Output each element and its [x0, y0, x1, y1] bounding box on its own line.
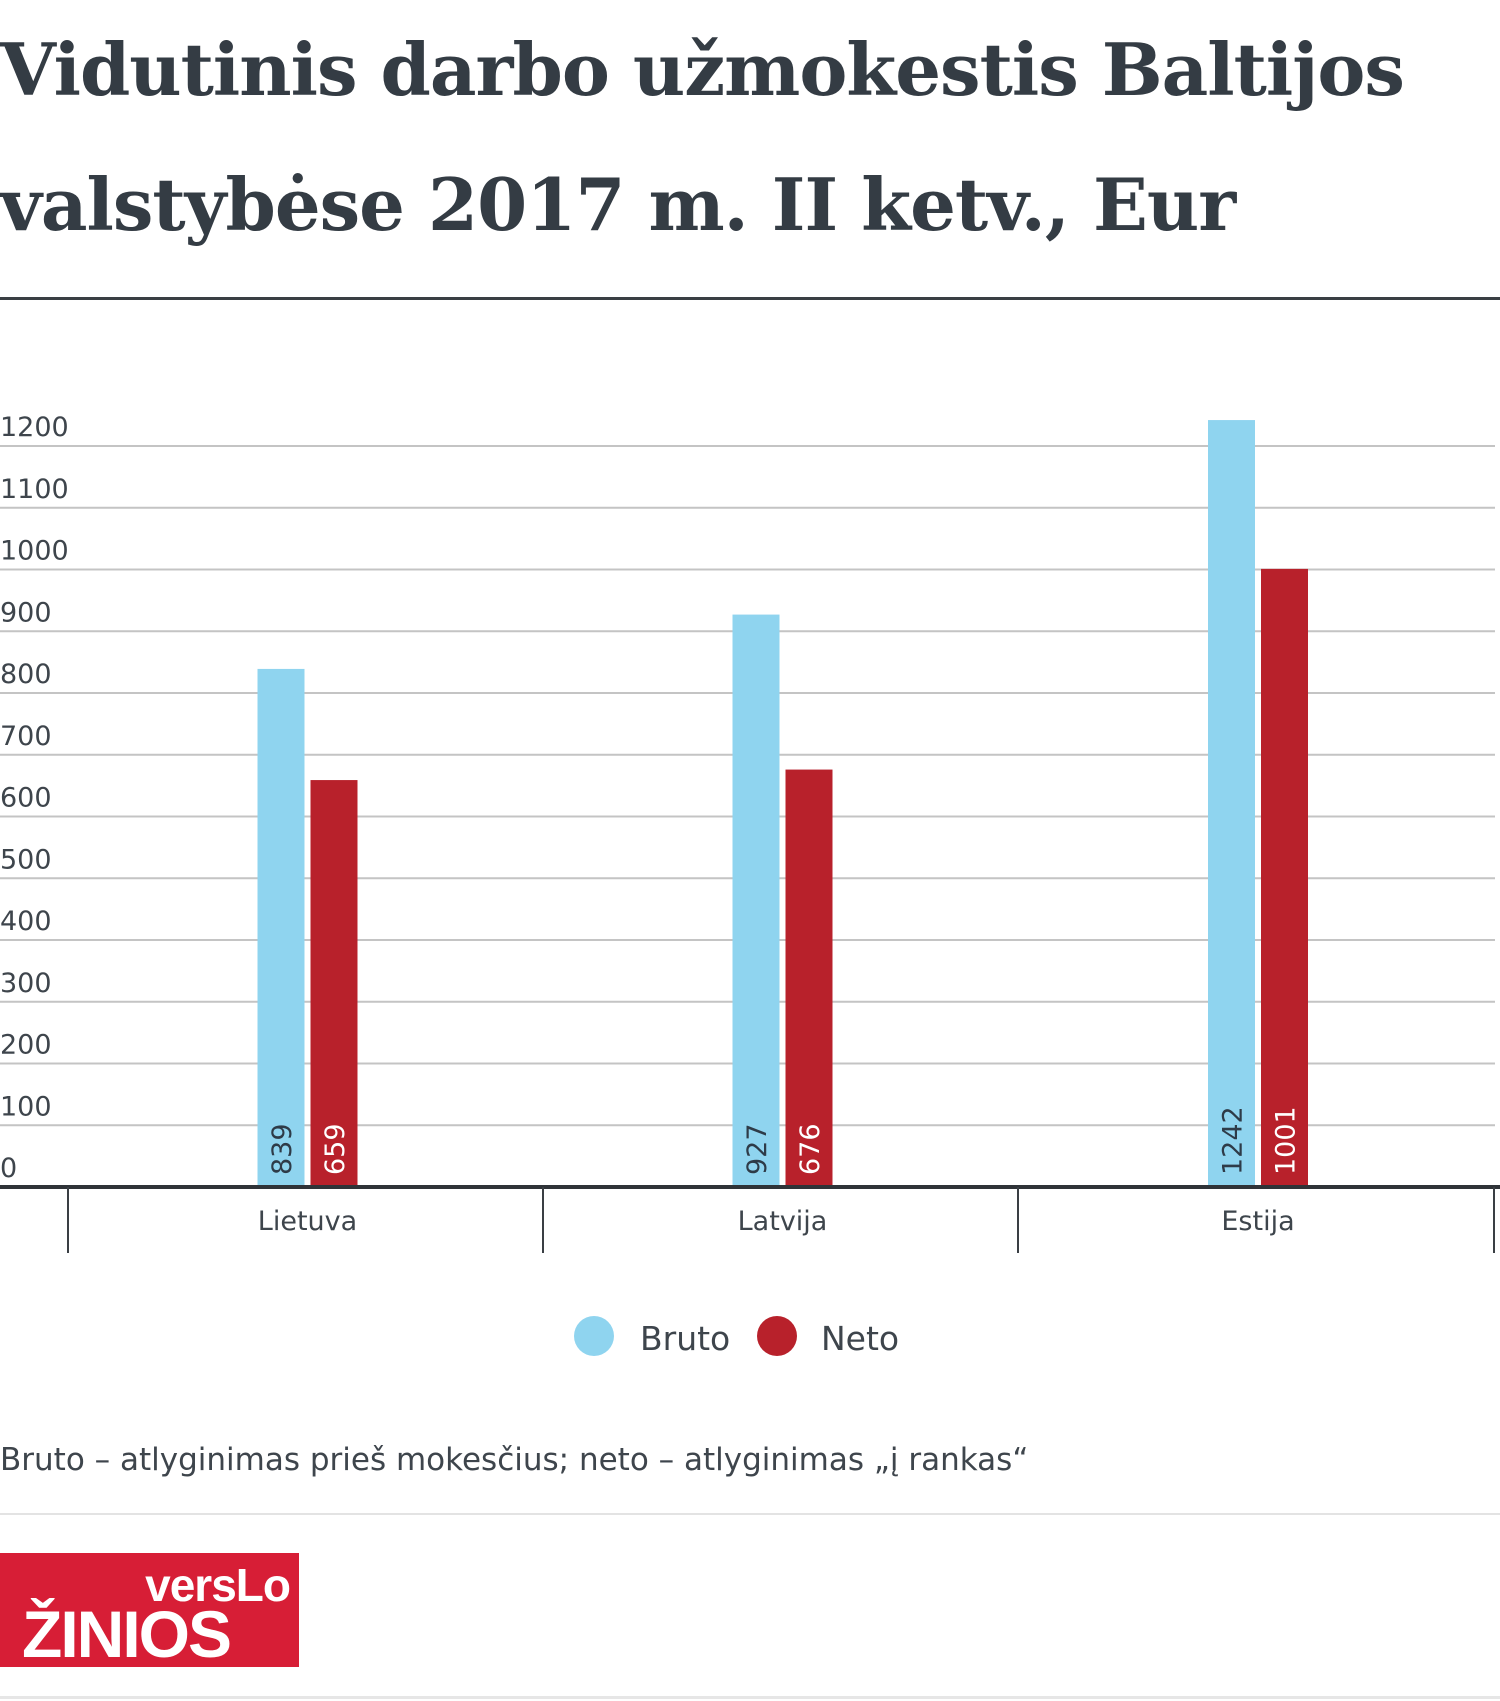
- bar-bruto-lietuva: [257, 668, 305, 1187]
- legend-bruto-label: Bruto: [640, 1319, 730, 1358]
- y-tick-label: 1100: [0, 474, 69, 505]
- y-tick-label: 1000: [0, 536, 69, 567]
- bottom-divider: [0, 1696, 1500, 1699]
- y-tick-label: 500: [0, 844, 52, 875]
- y-tick-label: 0: [0, 1153, 17, 1184]
- chart-title: Vidutinis darbo užmokestis Baltijos vals…: [0, 27, 1405, 247]
- x-tick-label: Latvija: [738, 1206, 828, 1237]
- versло-zinios-logo: versLo ŽINIOS: [0, 1553, 299, 1667]
- y-tick-label: 700: [0, 721, 52, 752]
- y-tick-label: 800: [0, 659, 52, 690]
- bar-bruto-estija: [1208, 420, 1255, 1187]
- y-tick-label: 900: [0, 597, 52, 628]
- data-label: 1001: [1271, 1106, 1302, 1175]
- svg-text:versLo: versLo: [145, 1559, 290, 1611]
- footer-divider: [0, 1513, 1500, 1515]
- legend-neto-swatch: [757, 1316, 797, 1356]
- bar-neto-latvija: [785, 769, 833, 1187]
- y-tick-label: 400: [0, 906, 52, 937]
- bar-chart: 0 100 200 300 400 500 600 700 800 900 1000 1100 1200…: [0, 412, 1500, 1358]
- bar-neto-lietuva: [310, 780, 358, 1187]
- title-divider: [0, 297, 1500, 300]
- x-tick-label: Lietuva: [258, 1206, 357, 1237]
- y-tick-label: 300: [0, 968, 52, 999]
- svg-text:ŽINIOS: ŽINIOS: [22, 1597, 230, 1667]
- x-tick-label: Estija: [1221, 1206, 1294, 1237]
- y-tick-label: 1200: [0, 412, 69, 443]
- footnote: Bruto – atlyginimas prieš mokesčius; net…: [0, 1442, 1029, 1478]
- data-label: 676: [795, 1123, 826, 1175]
- data-label: 839: [267, 1123, 298, 1175]
- y-tick-label: 100: [0, 1091, 52, 1122]
- y-tick-label: 600: [0, 783, 52, 814]
- legend-bruto-swatch: [574, 1316, 614, 1356]
- bar-bruto-latvija: [732, 614, 780, 1187]
- legend-neto-label: Neto: [821, 1319, 899, 1358]
- data-label: 927: [742, 1123, 773, 1175]
- data-label: 659: [320, 1123, 351, 1175]
- data-label: 1242: [1218, 1106, 1249, 1175]
- bar-neto-estija: [1261, 568, 1308, 1187]
- y-tick-label: 200: [0, 1030, 52, 1061]
